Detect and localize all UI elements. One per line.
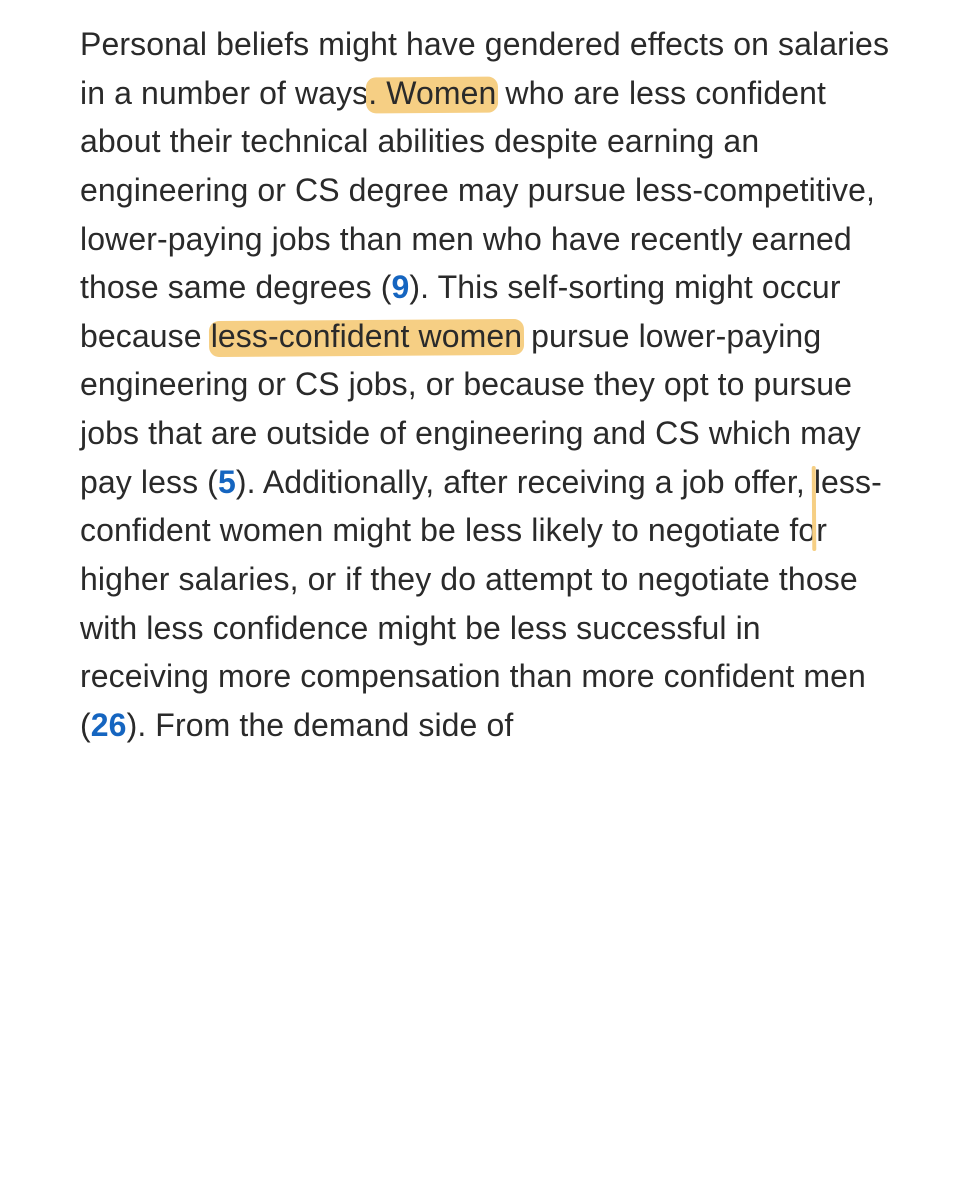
citation-link[interactable]: 26: [91, 707, 127, 743]
document-page: Personal beliefs might have gendered eff…: [0, 0, 973, 749]
text-run: ). From the demand side of: [127, 707, 514, 743]
highlight-span: less-confident women: [211, 318, 522, 354]
highlight-span: . Women: [368, 75, 496, 111]
citation-link[interactable]: 5: [218, 464, 236, 500]
text-run: ). Additionally, after receiving a job o…: [236, 464, 814, 500]
citation-link[interactable]: 9: [392, 269, 410, 305]
body-paragraph: Personal beliefs might have gendered eff…: [80, 20, 893, 749]
